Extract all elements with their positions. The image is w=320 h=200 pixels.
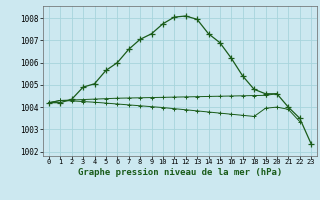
X-axis label: Graphe pression niveau de la mer (hPa): Graphe pression niveau de la mer (hPa): [78, 168, 282, 177]
